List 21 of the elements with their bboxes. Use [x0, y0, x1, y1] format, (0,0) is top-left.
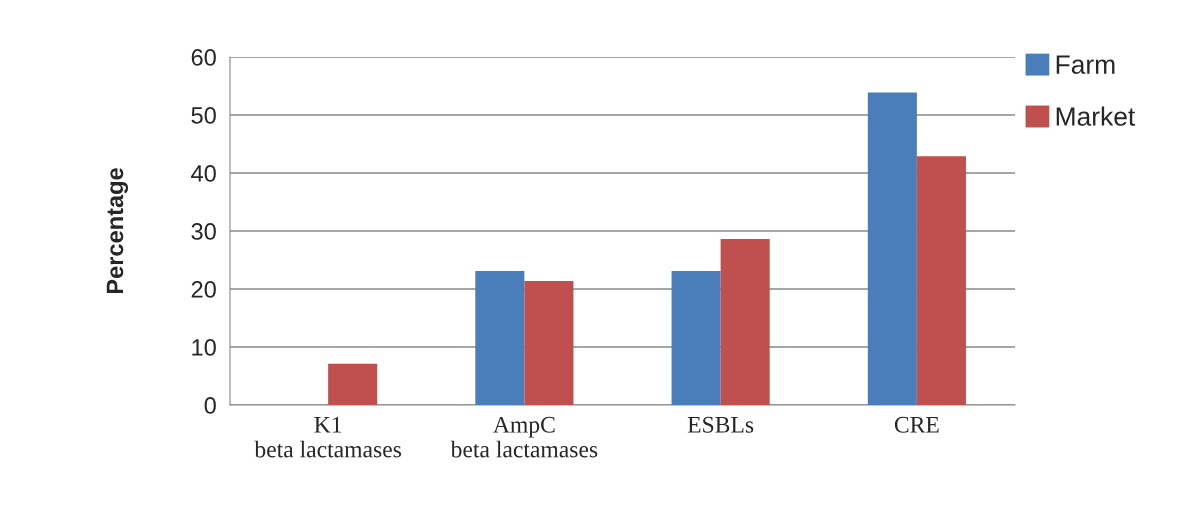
- y-tick-label: 40: [191, 165, 216, 182]
- y-tick-label: 10: [192, 339, 216, 356]
- y-tick-label: 0: [204, 397, 216, 414]
- bar: [671, 271, 721, 405]
- y-tick-label: 30: [191, 223, 216, 240]
- y-tick-label: 60: [191, 49, 216, 66]
- legend-label: Market: [1056, 106, 1136, 126]
- bar: [328, 363, 378, 405]
- bar: [720, 239, 770, 405]
- x-tick-label: K1 beta lactamases: [254, 416, 402, 458]
- y-tick-label: 20: [191, 281, 216, 298]
- y-tick-label: 50: [191, 107, 216, 124]
- bar: [524, 280, 574, 405]
- x-tick-label: ESBLs: [687, 416, 754, 433]
- legend-label: Farm: [1056, 55, 1115, 74]
- bar: [475, 271, 525, 405]
- x-tick-label: AmpC beta lactamases: [450, 416, 598, 458]
- bar: [867, 92, 917, 405]
- x-tick-label: CRE: [894, 416, 939, 433]
- y-axis-title: Percentage: [106, 168, 129, 294]
- bar: [916, 156, 966, 405]
